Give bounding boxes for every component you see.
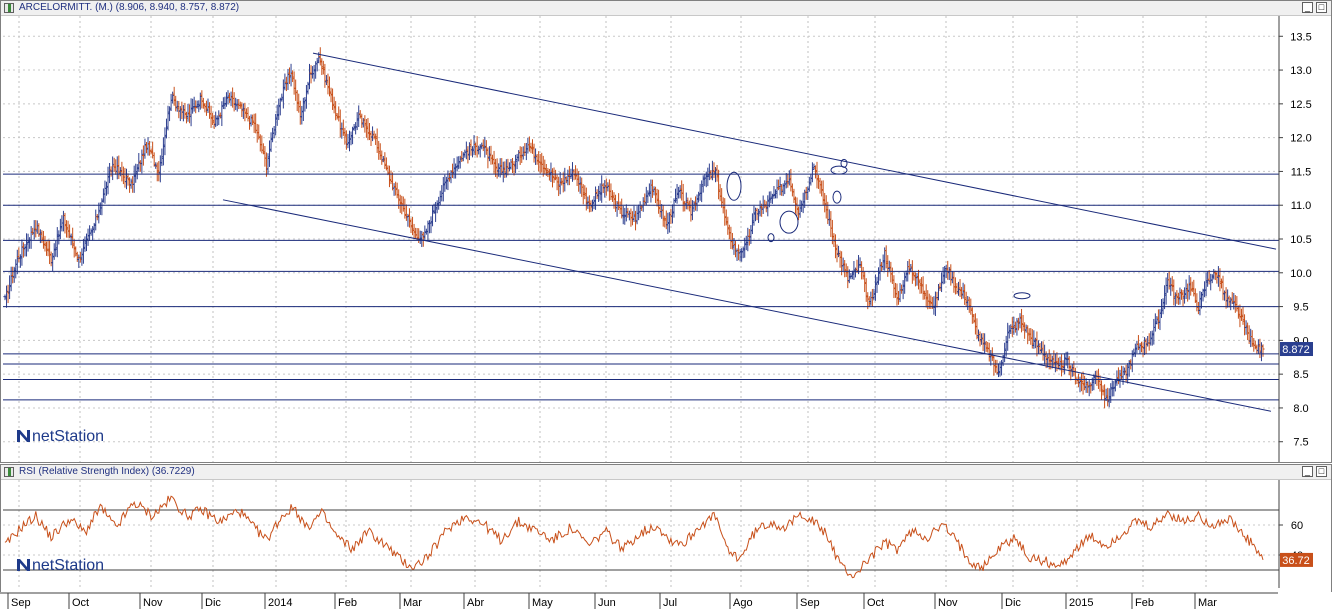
time-axis-label: Feb <box>338 597 357 609</box>
time-axis-label: Dic <box>1005 597 1021 609</box>
time-axis: Sep Oct Nov Dic 2014 Feb Mar Abr May Jun Jul Ago Sep… <box>0 592 1332 610</box>
trendline <box>312 52 1277 250</box>
time-axis-label: Mar <box>1198 597 1217 609</box>
rsi-line <box>4 495 1264 579</box>
time-axis-label: May <box>532 597 553 609</box>
price-chart[interactable]: 7.58.08.59.09.510.010.511.011.512.012.51… <box>1 16 1331 462</box>
price-axis-label: 12.5 <box>1290 99 1311 111</box>
annotation-ellipse <box>779 210 799 234</box>
last-price-label: 8.872 <box>1282 344 1310 356</box>
rsi-axis-label: 60 <box>1291 520 1303 532</box>
time-axis-label: Jul <box>663 597 677 609</box>
time-axis-label: Feb <box>1135 597 1154 609</box>
rsi-maximize-button[interactable]: □ <box>1316 466 1327 477</box>
rsi-minimize-button[interactable]: _ <box>1302 466 1313 477</box>
time-axis-label: Mar <box>403 597 422 609</box>
ohlc-series <box>3 47 1265 409</box>
rsi-panel-title: RSI (Relative Strength Index) (36.7229) <box>19 466 195 477</box>
chart-window-icon <box>4 3 14 13</box>
time-axis-label: Sep <box>800 597 820 609</box>
price-panel-titlebar: ARCELORMITT. (M.) (8.906, 8.940, 8.757, … <box>1 1 1331 16</box>
time-axis-label: Jun <box>598 597 616 609</box>
price-axis-label: 13.0 <box>1290 65 1311 77</box>
trendline <box>222 199 1272 412</box>
annotation-ellipse <box>840 158 848 168</box>
time-axis-label: Abr <box>467 597 484 609</box>
annotation-ellipse <box>767 233 775 243</box>
ohlc-bar <box>1261 344 1265 357</box>
time-axis-label: Oct <box>867 597 884 609</box>
netstation-logo-text: netStation <box>32 557 104 574</box>
annotation-ellipse <box>1013 292 1031 300</box>
rsi-last-value-tag <box>1280 552 1313 567</box>
price-panel: ARCELORMITT. (M.) (8.906, 8.940, 8.757, … <box>0 0 1332 463</box>
minimize-button[interactable]: _ <box>1302 2 1313 13</box>
annotation-ellipse <box>830 165 848 175</box>
price-axis-label: 12.0 <box>1290 133 1311 145</box>
maximize-button[interactable]: □ <box>1316 2 1327 13</box>
time-axis-label: 2015 <box>1069 597 1093 609</box>
time-axis-label: 2014 <box>268 597 292 609</box>
price-axis-label: 8.0 <box>1293 403 1308 415</box>
rsi-panel-logo: netStation <box>17 557 104 574</box>
netstation-logo-icon <box>17 430 30 442</box>
price-axis-label: 11.0 <box>1291 200 1312 212</box>
netstation-logo-icon <box>17 559 30 571</box>
rsi-panel: RSI (Relative Strength Index) (36.7229) … <box>0 464 1332 593</box>
time-axis-label: Sep <box>11 597 31 609</box>
price-panel-logo: netStation <box>17 428 104 445</box>
time-axis-label: Dic <box>205 597 221 609</box>
price-panel-title: ARCELORMITT. (M.) (8.906, 8.940, 8.757, … <box>19 2 240 13</box>
annotation-ellipse <box>726 171 742 201</box>
price-axis-label: 10.5 <box>1290 234 1311 246</box>
price-axis-label: 9.5 <box>1293 302 1308 314</box>
time-axis-label: Oct <box>72 597 89 609</box>
price-axis-label: 10.0 <box>1290 268 1311 280</box>
last-price-tag <box>1280 342 1313 357</box>
price-axis-label: 13.5 <box>1290 31 1311 43</box>
price-axis-label: 11.5 <box>1291 166 1312 178</box>
time-axis-label: Nov <box>938 597 958 609</box>
price-plot-area <box>3 16 1279 462</box>
price-axis-label: 7.5 <box>1293 437 1308 449</box>
rsi-panel-titlebar: RSI (Relative Strength Index) (36.7229) … <box>1 465 1331 480</box>
rsi-last-value-label: 36.72 <box>1282 555 1310 567</box>
indicator-window-icon <box>4 467 14 477</box>
annotation-ellipse <box>832 190 842 204</box>
netstation-logo-text: netStation <box>32 428 104 445</box>
time-axis-label: Ago <box>733 597 753 609</box>
time-axis-label: Nov <box>143 597 163 609</box>
price-axis-label: 8.5 <box>1293 369 1308 381</box>
